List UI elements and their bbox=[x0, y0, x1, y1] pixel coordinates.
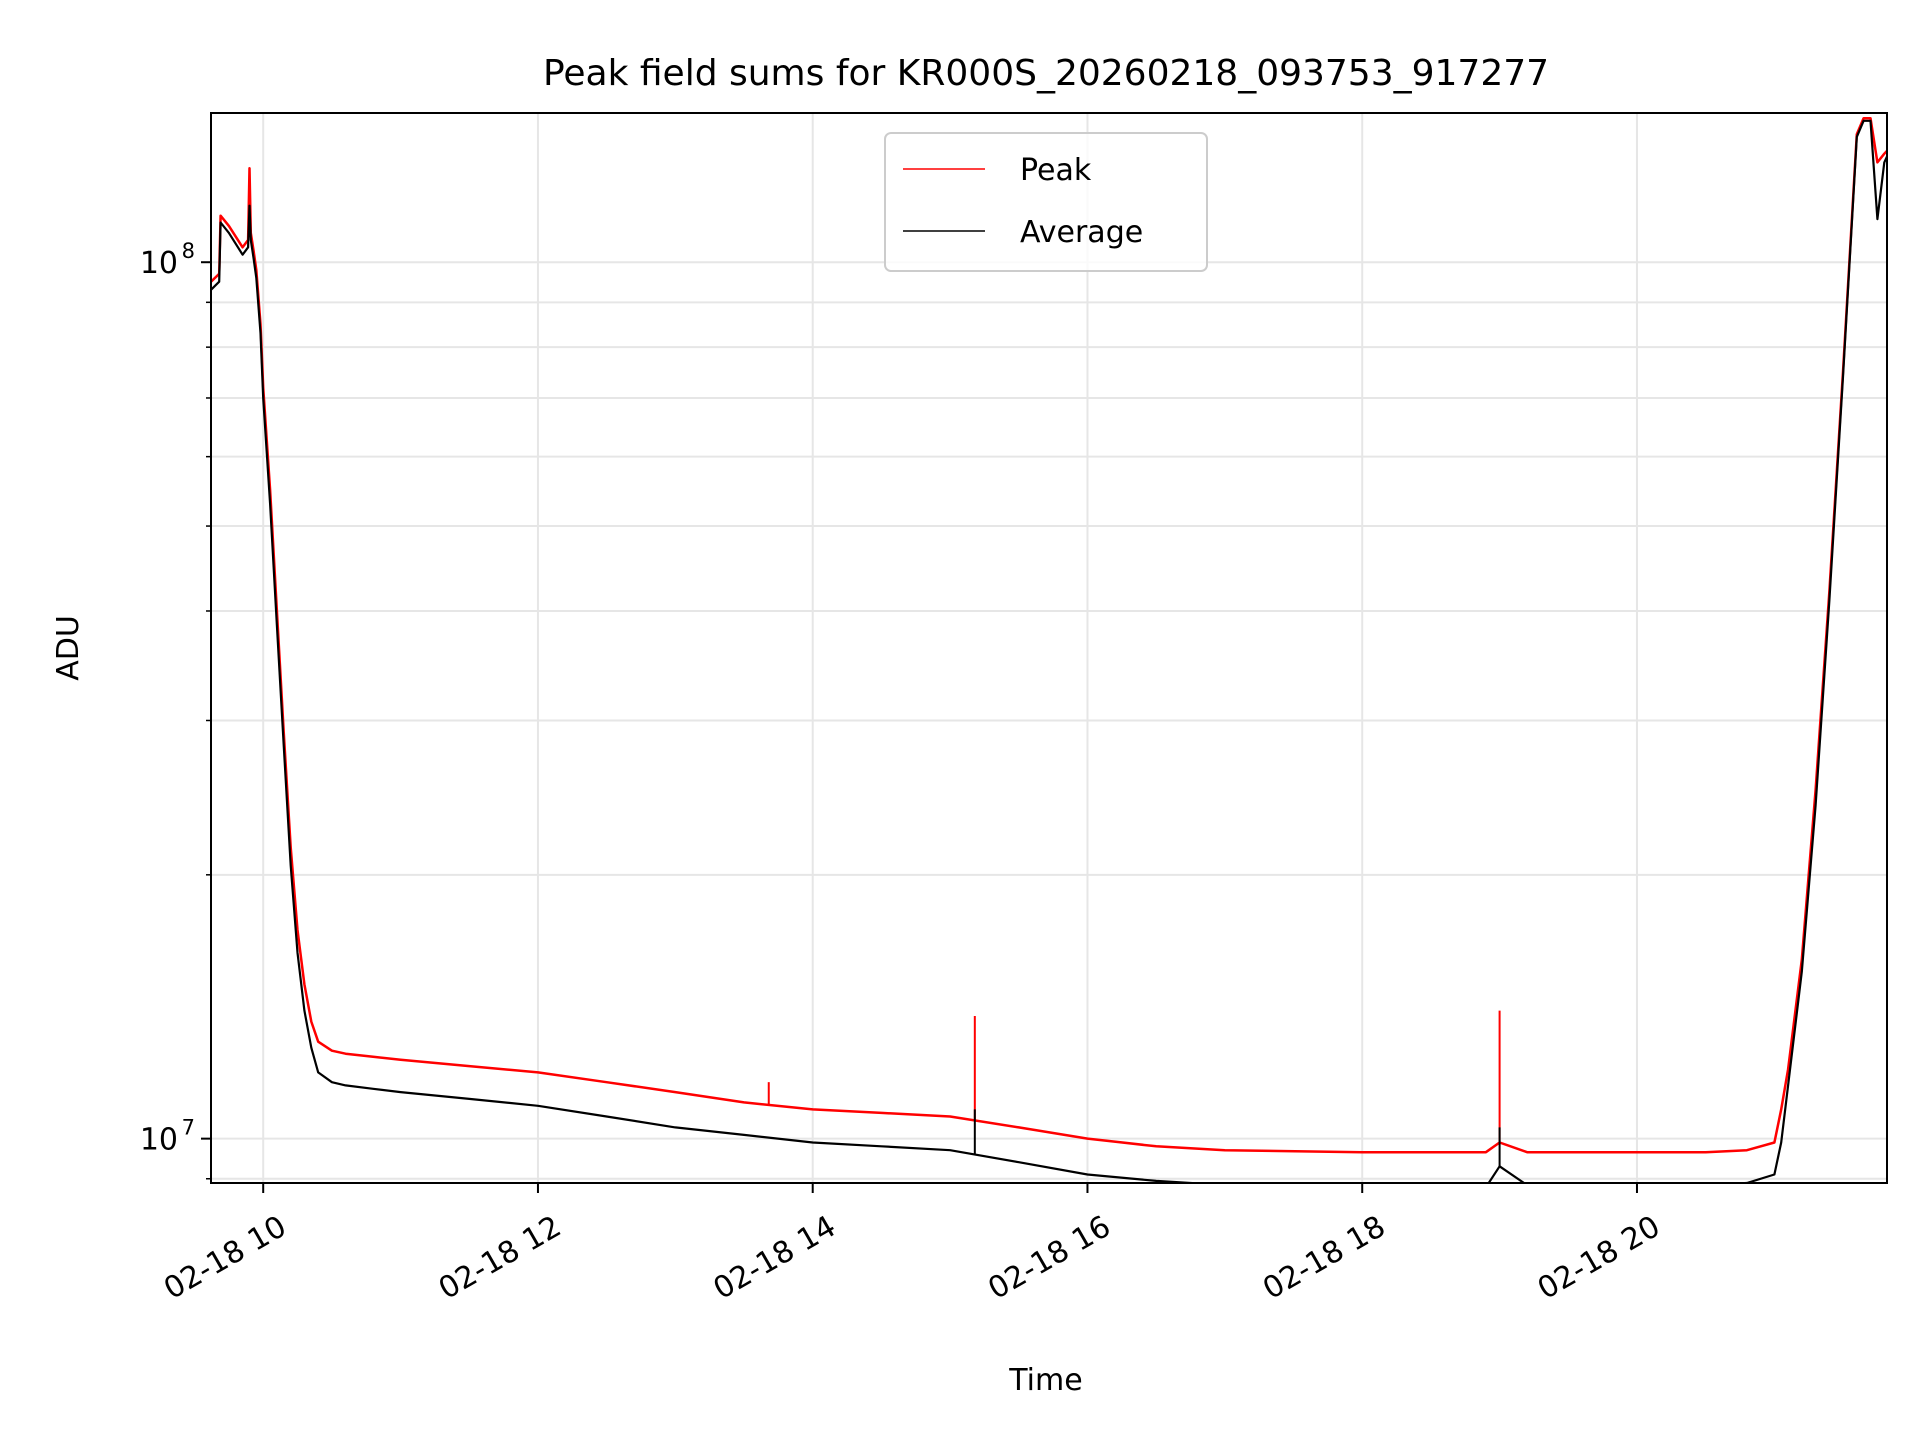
legend-label-peak: Peak bbox=[1020, 153, 1092, 188]
chart-title: Peak field sums for KR000S_20260218_0937… bbox=[543, 53, 1549, 94]
plot-frame bbox=[210, 112, 1888, 1184]
grid bbox=[211, 113, 1887, 1183]
x-axis-label: Time bbox=[1008, 1363, 1082, 1398]
y-tick-label: 10 bbox=[140, 1123, 178, 1158]
legend: Peak Average bbox=[884, 132, 1208, 272]
y-tick-label-exponent: 8 bbox=[182, 239, 195, 263]
legend-box bbox=[884, 132, 1208, 272]
series bbox=[211, 116, 1887, 1183]
y-tick-label: 10 bbox=[140, 246, 178, 281]
plot-area-background bbox=[211, 113, 1887, 1183]
y-tick-label-exponent: 7 bbox=[182, 1116, 195, 1140]
y-axis-label: ADU bbox=[51, 615, 86, 681]
series-line-average bbox=[211, 119, 1887, 1183]
legend-label-average: Average bbox=[1020, 215, 1143, 250]
